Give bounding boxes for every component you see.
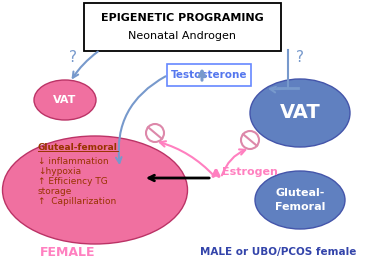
Text: MALE or UBO/PCOS female: MALE or UBO/PCOS female [200, 247, 356, 257]
Text: ?: ? [69, 50, 77, 65]
FancyBboxPatch shape [84, 3, 281, 51]
Text: ↓hypoxia: ↓hypoxia [38, 168, 81, 176]
Text: Femoral: Femoral [275, 202, 325, 212]
Ellipse shape [3, 136, 187, 244]
Text: Gluteal-femoral: Gluteal-femoral [38, 144, 118, 153]
Text: ↑  Capillarization: ↑ Capillarization [38, 198, 116, 206]
Text: Estrogen: Estrogen [222, 167, 278, 177]
Text: EPIGENETIC PROGRAMING: EPIGENETIC PROGRAMING [101, 13, 264, 23]
Ellipse shape [255, 171, 345, 229]
Text: storage: storage [38, 188, 72, 196]
Text: ?: ? [296, 50, 304, 65]
FancyBboxPatch shape [167, 64, 251, 86]
Text: Testosterone: Testosterone [171, 70, 247, 80]
Text: VAT: VAT [280, 104, 320, 123]
Text: FEMALE: FEMALE [40, 245, 96, 259]
Text: ↑ Efficiency TG: ↑ Efficiency TG [38, 178, 108, 186]
Ellipse shape [34, 80, 96, 120]
Text: Neonatal Androgen: Neonatal Androgen [129, 31, 236, 41]
Text: Gluteal-: Gluteal- [275, 188, 325, 198]
Text: VAT: VAT [53, 95, 77, 105]
Text: ↓ inflammation: ↓ inflammation [38, 158, 109, 166]
Ellipse shape [250, 79, 350, 147]
